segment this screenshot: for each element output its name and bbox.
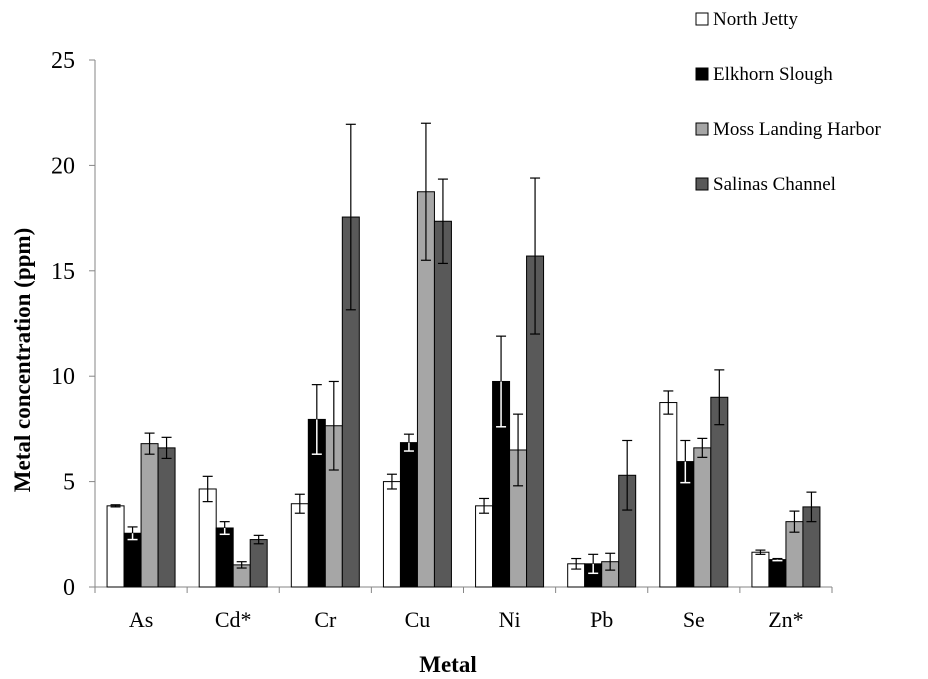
bar — [693, 447, 712, 588]
bar — [382, 481, 401, 588]
bar — [710, 396, 729, 588]
x-category-label: Se — [683, 607, 705, 632]
y-tick-label: 20 — [51, 153, 75, 179]
y-axis-title: Metal concentration (ppm) — [10, 228, 35, 492]
y-tick-label: 15 — [51, 259, 75, 285]
bar — [399, 442, 418, 588]
x-category-label: Ni — [499, 607, 521, 632]
bar — [290, 503, 309, 588]
x-category-label: Cr — [314, 607, 337, 632]
bar — [140, 443, 159, 588]
series-moss-landing-harbor — [140, 122, 804, 588]
x-category-label: Cd* — [215, 607, 252, 632]
x-category-label: Zn* — [768, 607, 803, 632]
legend-label: Salinas Channel — [713, 174, 836, 195]
legend-swatch — [695, 122, 709, 136]
bar — [475, 505, 494, 588]
bar — [433, 220, 452, 588]
y-axis-ticks: 0 5 10 15 20 25 — [51, 48, 95, 601]
bar — [751, 551, 770, 588]
legend-swatch — [695, 12, 709, 26]
legend-swatch — [695, 67, 709, 81]
legend: North Jetty Elkhorn Slough Moss Landing Ha… — [695, 9, 881, 195]
bar — [198, 488, 217, 588]
x-category-label: As — [129, 607, 153, 632]
bar — [659, 402, 678, 588]
x-category-label: Pb — [590, 607, 613, 632]
y-tick-label: 5 — [63, 470, 75, 496]
y-tick-label: 10 — [51, 364, 75, 390]
plot-area — [94, 60, 832, 588]
x-axis-categories: As Cd* Cr Cu Ni Pb Se Zn* — [94, 587, 833, 632]
series-salinas-channel — [157, 123, 821, 588]
bar — [106, 505, 125, 588]
legend-label: Moss Landing Harbor — [713, 119, 881, 140]
bar — [215, 527, 234, 588]
legend-swatch — [695, 177, 709, 191]
y-tick-label: 0 — [63, 575, 75, 601]
legend-label: North Jetty — [713, 9, 798, 30]
legend-label: Elkhorn Slough — [713, 64, 833, 85]
y-tick-label: 25 — [51, 48, 75, 74]
bar — [157, 447, 176, 588]
series-north-jetty — [106, 390, 770, 588]
x-category-label: Cu — [405, 607, 431, 632]
bar — [249, 539, 268, 588]
bar — [768, 559, 787, 588]
x-axis-title: Metal — [419, 652, 476, 677]
bar — [123, 532, 142, 588]
series-elkhorn-slough — [123, 335, 787, 588]
